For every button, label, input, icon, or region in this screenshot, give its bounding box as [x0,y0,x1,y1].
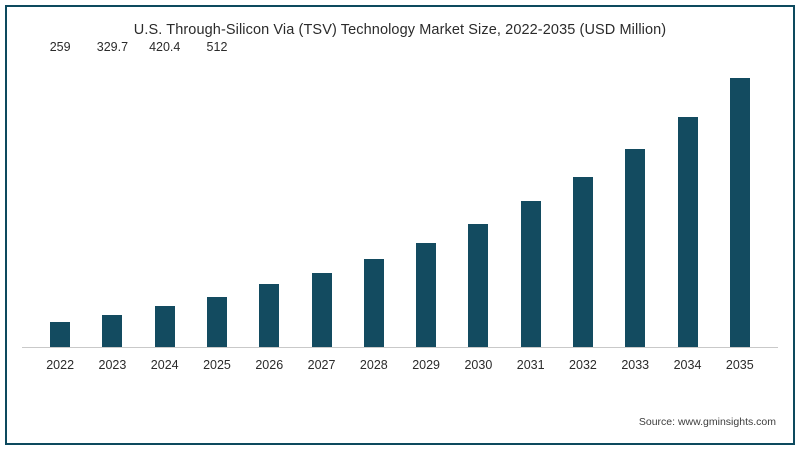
x-tick-label: 2032 [569,358,597,372]
x-tick-label: 2035 [725,358,754,372]
x-tick-label: 2033 [621,358,650,372]
bar-column: 512 [191,40,243,348]
bar-value-label: 259 [49,40,71,54]
chart-title: U.S. Through-Silicon Via (TSV) Technolog… [133,22,667,38]
bar-column [348,60,400,348]
bar-value-label: 420.4 [149,40,181,54]
bar-column [505,60,557,348]
bar-2028[interactable] [363,258,384,348]
bar-2029[interactable] [416,242,437,348]
bar-value-label: 329.7 [96,40,129,54]
bar-2031[interactable] [520,201,541,348]
bar-2035[interactable] [729,77,750,348]
bar-column [714,60,766,348]
x-tick-label: 2034 [673,358,702,372]
bar-column [295,60,347,348]
bar-series: 259 329.7 420.4 512 [34,40,766,348]
x-tick-label: 2031 [516,358,545,372]
bar-column: 329.7 [86,40,138,348]
x-tick-label: 2024 [150,358,179,372]
bar-2026[interactable] [259,284,280,348]
x-axis-line [22,347,778,348]
bar-2027[interactable] [311,272,332,348]
bar-column [400,60,452,348]
bar-2032[interactable] [572,177,593,348]
x-tick-label: 2022 [46,358,75,372]
bar-column [452,60,504,348]
bar-2023[interactable] [102,315,123,348]
x-tick-label: 2030 [464,358,493,372]
x-tick-label: 2027 [307,358,336,372]
bar-column: 420.4 [139,40,191,348]
bar-2034[interactable] [677,116,698,348]
x-tick-label: 2028 [359,358,388,372]
bar-2024[interactable] [154,306,175,348]
bar-2030[interactable] [468,223,489,348]
x-axis-ticks: 2022 2023 2024 2025 2026 2027 2028 2029 … [34,358,766,372]
x-tick-label: 2026 [255,358,284,372]
bar-2033[interactable] [625,149,646,348]
bar-column [243,60,295,348]
bar-column [557,60,609,348]
source-attribution: Source: www.gminsights.com [638,416,776,428]
x-tick-label: 2025 [203,358,231,372]
plot-area: 259 329.7 420.4 512 [22,40,778,400]
page-border [5,5,795,445]
bar-2022[interactable] [50,322,71,348]
x-tick-label: 2023 [98,358,127,372]
bar-2025[interactable] [206,297,227,348]
bar-column [609,60,661,348]
bar-value-label: 512 [206,40,228,54]
bar-column [661,60,713,348]
x-tick-label: 2029 [412,358,441,372]
bar-column: 259 [34,40,86,348]
